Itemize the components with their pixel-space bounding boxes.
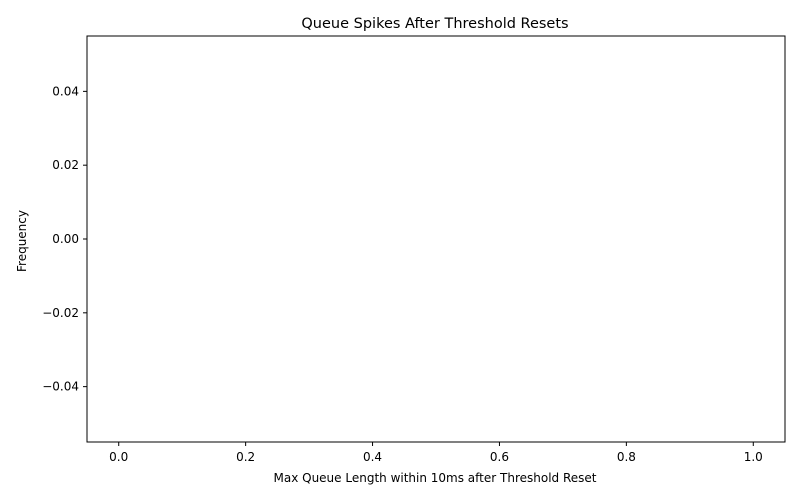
x-tick-label: 0.2 [236, 450, 255, 464]
y-tick-label: 0.04 [52, 84, 79, 98]
y-tick-label: 0.02 [52, 158, 79, 172]
plot-frame [86, 35, 786, 443]
x-tick-label: 0.0 [109, 450, 128, 464]
y-tick-label: −0.04 [42, 380, 79, 394]
x-axis-ticks: 0.0 0.2 0.4 0.6 0.8 1.0 [109, 442, 763, 464]
chart-title: Queue Spikes After Threshold Resets [301, 16, 568, 32]
x-tick-label: 0.6 [490, 450, 509, 464]
y-axis-ticks: 0.04 0.02 0.00 −0.02 −0.04 [42, 84, 87, 394]
y-tick-label: −0.02 [42, 306, 79, 320]
x-tick-label: 0.8 [617, 450, 636, 464]
y-tick-label: 0.00 [52, 232, 79, 246]
x-axis-label: Max Queue Length within 10ms after Thres… [274, 471, 597, 485]
y-axis-label: Frequency [15, 210, 29, 272]
x-tick-label: 1.0 [744, 450, 763, 464]
x-tick-label: 0.4 [363, 450, 382, 464]
